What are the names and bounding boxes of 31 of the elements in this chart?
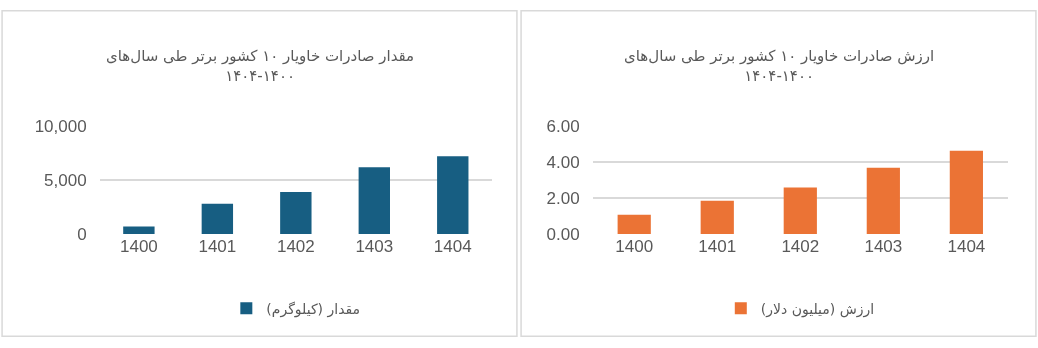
legend-label: ارزش (میلیون دلار) [760, 300, 875, 318]
bar [201, 203, 234, 235]
bar [123, 226, 155, 235]
x-tick-label: 1400 [119, 237, 158, 257]
x-tick-label: 1402 [781, 237, 820, 257]
y-tick-label: 5,000 [44, 171, 87, 191]
bar [358, 167, 390, 235]
x-tick-label: 1400 [615, 237, 654, 257]
x-tick-label: 1403 [864, 237, 903, 257]
bar [949, 150, 983, 235]
x-tick-label: 1401 [198, 237, 237, 257]
chart-title: ارزش صادرات خاویار ۱۰ کشور برتر طی سال‌های ۱۴۰۴-۱۴۰۰ [624, 47, 935, 85]
x-tick-label: 1403 [355, 237, 394, 257]
y-tick-label: 10,000 [34, 117, 87, 137]
x-tick-label: 1402 [276, 237, 315, 257]
x-tick-label: 1401 [698, 237, 737, 257]
y-tick-label: 0.00 [546, 224, 580, 244]
bar [617, 214, 651, 235]
y-tick-label: 6.00 [546, 117, 580, 137]
bar [700, 200, 734, 235]
x-tick-label: 1404 [947, 237, 986, 257]
bar [280, 191, 312, 235]
legend-label: مقدار (کیلوگرم) [266, 300, 361, 318]
y-tick-label: 0 [77, 224, 87, 244]
chart-title: مقدار صادرات خاویار ۱۰ کشور برتر طی سال‌های ۱۴۰۴-۱۴۰۰ [106, 47, 415, 85]
bar [437, 156, 469, 235]
y-tick-label: 2.00 [546, 189, 580, 209]
bar [783, 187, 817, 235]
bar [866, 167, 900, 235]
x-tick-label: 1404 [433, 237, 472, 257]
y-tick-label: 4.00 [546, 153, 580, 173]
